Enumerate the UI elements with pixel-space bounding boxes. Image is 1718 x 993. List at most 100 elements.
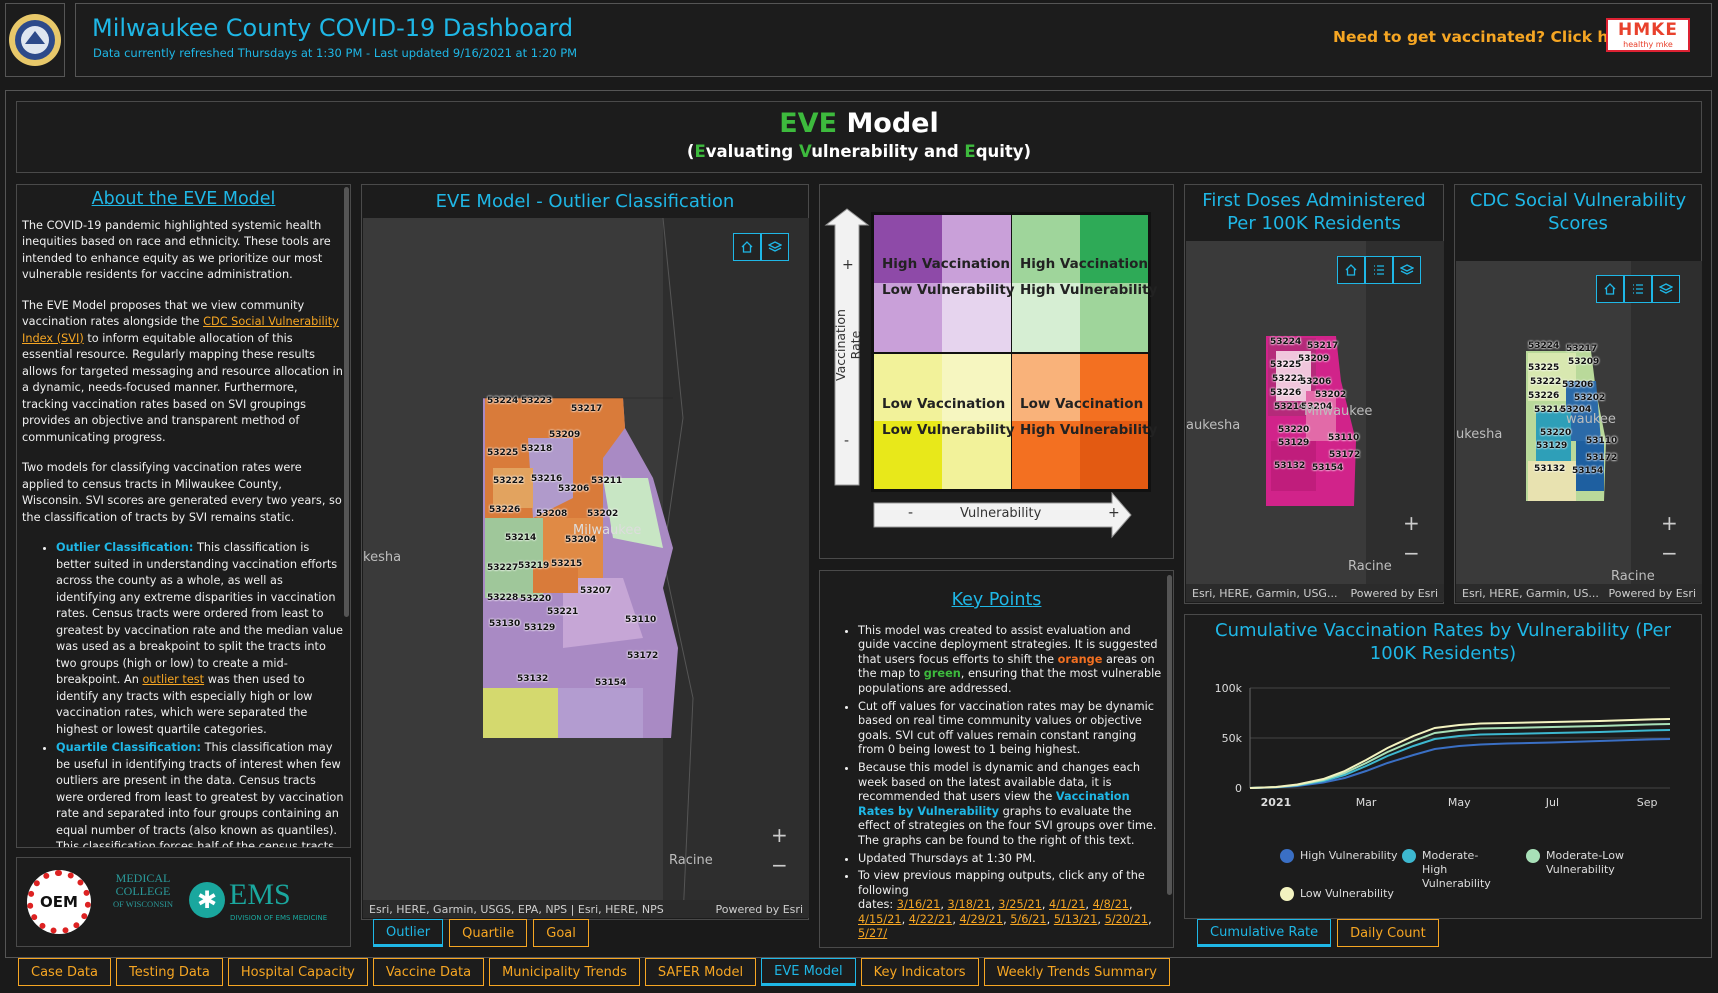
svi-link[interactable]: CDC Social Vulnerability Index (SVI) — [22, 315, 339, 345]
zoom-out-button[interactable]: − — [1403, 541, 1420, 565]
powered-by-esri[interactable]: Powered by Esri — [1608, 586, 1696, 600]
date-link[interactable]: 4/1/21 — [1049, 898, 1086, 912]
key-points-panel[interactable]: Key Points This model was created to ass… — [819, 570, 1174, 948]
date-link[interactable]: 5/27/ — [858, 927, 888, 941]
k3-b: graphs to evaluate the effect of strateg… — [858, 804, 1157, 847]
zoom-in-button[interactable]: + — [771, 823, 788, 847]
first-doses-map[interactable]: 53224 53217 53209 53225 53222 53206 5322… — [1186, 241, 1444, 602]
y-tick-label: 100k — [1215, 682, 1243, 695]
x-tick-label: Jul — [1545, 796, 1559, 809]
zip-label: 53211 — [591, 476, 623, 486]
k1-b: areas on the map to — [858, 652, 1155, 681]
about-title[interactable]: About the EVE Model — [91, 189, 276, 209]
legend-item-high[interactable]: High Vulnerability — [1280, 849, 1398, 863]
tab-goal[interactable]: Goal — [533, 919, 589, 947]
eve-banner: EVE Model (Evaluating Vulnerability and … — [16, 101, 1702, 173]
chart-tabs: Cumulative Rate Daily Count — [1197, 919, 1439, 947]
zip-label: 53220 — [1278, 425, 1310, 435]
home-button[interactable] — [1596, 275, 1624, 303]
legend-button[interactable] — [1365, 256, 1393, 284]
zip-label: 53208 — [536, 509, 568, 519]
about-scrollbar[interactable] — [344, 187, 349, 617]
tab-eve-model[interactable]: EVE Model — [761, 958, 856, 986]
map-attribution: Esri, HERE, Garmin, USG... Powered by Esr… — [1186, 584, 1444, 602]
tab-case-data[interactable]: Case Data — [18, 958, 111, 986]
tab-safer-model[interactable]: SAFER Model — [644, 958, 757, 986]
k5: To view previous mapping outputs, click … — [858, 869, 1145, 897]
zip-label: 53204 — [565, 535, 597, 545]
tab-cumulative-rate[interactable]: Cumulative Rate — [1197, 919, 1332, 947]
outlier-classification-head: Outlier Classification: — [56, 541, 194, 554]
city-label-milwaukee: waukee — [1566, 412, 1616, 427]
refresh-note: Data currently refreshed Thursdays at 1:… — [93, 46, 578, 60]
y-minus: - — [844, 433, 850, 449]
legend-item-mod-low[interactable]: Moderate-Low Vulnerability — [1526, 849, 1626, 877]
legend-button[interactable] — [1624, 275, 1652, 303]
legend-dot — [1526, 849, 1540, 863]
date-link[interactable]: 4/29/21 — [959, 912, 1004, 926]
tab-municipality-trends[interactable]: Municipality Trends — [489, 958, 640, 986]
tab-weekly-trends-summary[interactable]: Weekly Trends Summary — [983, 958, 1170, 986]
legend-label: Moderate-High Vulnerability — [1422, 849, 1491, 890]
quad-tr-line2: High Vulnerability — [1020, 282, 1158, 298]
date-link[interactable]: 4/8/21 — [1092, 898, 1129, 912]
first-doses-panel: First Doses Administered Per 100K Reside… — [1184, 184, 1444, 604]
x-plus: + — [1108, 505, 1120, 521]
vaccination-rates-link[interactable]: Vaccination Rates by Vulnerability — [858, 790, 1130, 818]
vaccine-cta[interactable]: Need to get vaccinated? Click here: — [1333, 28, 1644, 46]
outlier-test-link[interactable]: outlier test — [142, 673, 205, 686]
zip-label: 53223 — [521, 396, 553, 406]
list-item: To view previous mapping outputs, click … — [858, 869, 1163, 942]
legend-item-low[interactable]: Low Vulnerability — [1280, 887, 1394, 901]
layers-button[interactable] — [1393, 256, 1421, 284]
zoom-out-button[interactable]: − — [771, 853, 788, 877]
date-link[interactable]: 5/13/21 — [1053, 912, 1098, 926]
tab-quartile[interactable]: Quartile — [449, 919, 528, 947]
tab-key-indicators[interactable]: Key Indicators — [860, 958, 979, 986]
x-tick-label: 2021 — [1261, 796, 1292, 809]
svi-panel: CDC Social Vulnerability Scores 53224 53… — [1454, 184, 1702, 604]
outlier-map[interactable]: 53224 53223 53217 53209 53225 53218 5322… — [363, 218, 809, 918]
home-button[interactable] — [1337, 256, 1365, 284]
zip-label: 53219 — [518, 561, 550, 571]
list-item: This model was created to assist evaluat… — [858, 624, 1163, 697]
city-label-racine: Racine — [1348, 559, 1392, 574]
county-seal-icon — [9, 14, 61, 66]
cumulative-chart-panel: Cumulative Vaccination Rates by Vulnerab… — [1184, 614, 1702, 919]
date-link[interactable]: 5/20/21 — [1104, 912, 1149, 926]
zip-label: 53215 — [551, 559, 583, 569]
hmke-logo[interactable]: HMKE healthy mke — [1606, 18, 1690, 52]
powered-by-esri[interactable]: Powered by Esri — [1350, 586, 1438, 600]
tab-vaccine-data[interactable]: Vaccine Data — [372, 958, 485, 986]
layers-button[interactable] — [761, 233, 789, 261]
date-link[interactable]: 5/6/21 — [1010, 912, 1047, 926]
date-link[interactable]: 3/18/21 — [947, 898, 992, 912]
zoom-in-button[interactable]: + — [1661, 511, 1678, 535]
zip-label: 53218 — [521, 444, 553, 454]
zoom-in-button[interactable]: + — [1403, 511, 1420, 535]
k3-a: Because this model is dynamic and change… — [858, 760, 1141, 804]
date-link[interactable]: 3/16/21 — [896, 898, 941, 912]
hmke-tagline: healthy mke — [1623, 40, 1673, 49]
svi-map[interactable]: 53224 53217 53209 53225 53222 53206 5322… — [1456, 261, 1702, 602]
tab-testing-data[interactable]: Testing Data — [116, 958, 223, 986]
dashboard-title: Milwaukee County COVID-19 Dashboard — [92, 14, 574, 42]
tab-hospital-capacity[interactable]: Hospital Capacity — [227, 958, 368, 986]
key-points-scrollbar[interactable] — [1167, 575, 1172, 895]
home-button[interactable] — [733, 233, 761, 261]
tab-daily-count[interactable]: Daily Count — [1337, 919, 1439, 947]
layers-button[interactable] — [1652, 275, 1680, 303]
tab-outlier[interactable]: Outlier — [373, 919, 444, 947]
cumulative-line-chart[interactable]: 0 50k 100k 2021 Mar May Jul Sep — [1185, 673, 1703, 933]
y-tick-label: 0 — [1235, 782, 1242, 795]
legend-item-mod-high[interactable]: Moderate-High Vulnerability — [1402, 849, 1502, 891]
powered-by-esri[interactable]: Powered by Esri — [715, 902, 803, 916]
date-link[interactable]: 3/25/21 — [998, 898, 1042, 912]
home-icon — [741, 241, 753, 253]
zip-label: 53207 — [580, 586, 612, 596]
about-panel[interactable]: About the EVE Model The COVID-19 pandemi… — [16, 184, 351, 848]
zoom-out-button[interactable]: − — [1661, 541, 1678, 565]
date-link[interactable]: 4/22/21 — [908, 912, 953, 926]
quartile-text: This classification may be useful in ide… — [56, 741, 344, 848]
date-link[interactable]: 4/15/21 — [858, 912, 902, 926]
